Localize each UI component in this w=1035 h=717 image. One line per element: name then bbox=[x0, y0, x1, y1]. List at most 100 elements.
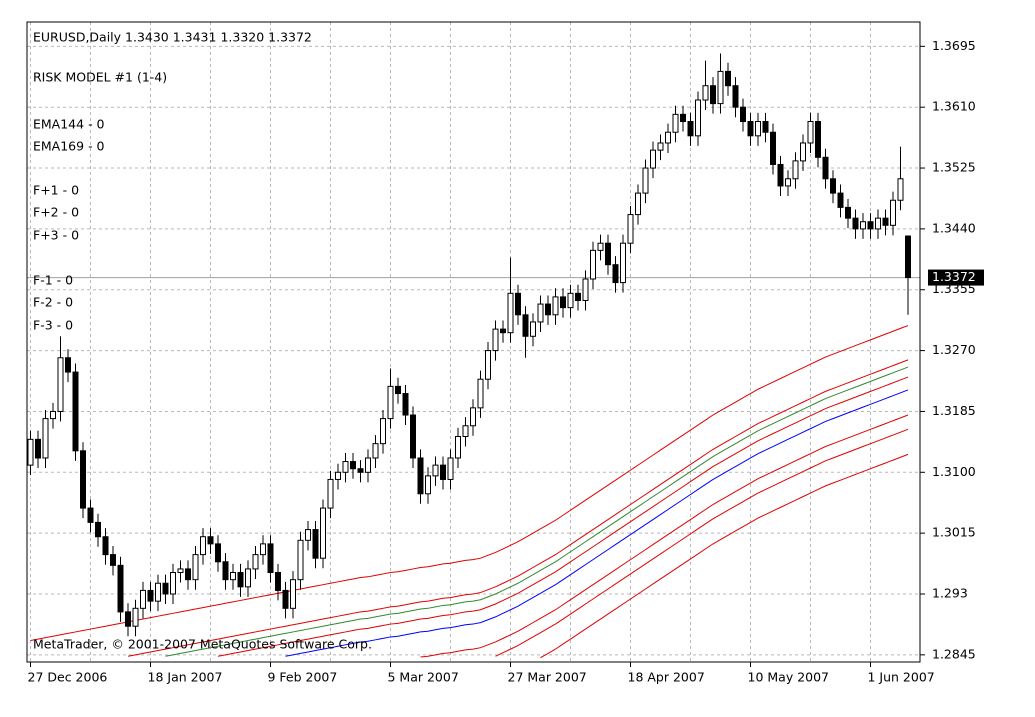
candle-body bbox=[125, 611, 131, 627]
candle-body bbox=[867, 221, 874, 230]
candle-body bbox=[50, 410, 56, 420]
candle-body bbox=[830, 178, 836, 194]
y-tick-label: 1.3440 bbox=[932, 220, 976, 235]
y-tick-label: 1.293 bbox=[932, 585, 968, 600]
candle-body bbox=[695, 99, 701, 137]
candle-body bbox=[477, 378, 484, 409]
indicator-line bbox=[285, 389, 909, 657]
y-tick-label: 1.3100 bbox=[932, 464, 976, 479]
candle-body bbox=[395, 385, 401, 395]
candle-body bbox=[897, 178, 904, 201]
candle-body bbox=[582, 278, 589, 301]
axes: 1.28451.2931.30151.31001.31851.32701.335… bbox=[28, 38, 984, 685]
candle-body bbox=[222, 561, 229, 581]
y-tick-label: 1.2845 bbox=[932, 646, 976, 661]
candle-body bbox=[612, 264, 619, 284]
legend-entry: F+1 - 0 bbox=[33, 183, 79, 198]
candle-body bbox=[905, 235, 911, 279]
candle-body bbox=[642, 167, 649, 194]
legend-entry: F-1 - 0 bbox=[33, 273, 73, 288]
copyright: MetaTrader, © 2001-2007 MetaQuotes Softw… bbox=[33, 637, 372, 652]
candle-body bbox=[417, 457, 424, 495]
candle-body bbox=[530, 321, 536, 337]
price-box bbox=[928, 269, 984, 286]
legend-entry: F-3 - 0 bbox=[33, 318, 73, 333]
x-tick-label: 1 Jun 2007 bbox=[868, 670, 935, 685]
candle-body bbox=[140, 589, 146, 609]
candle-body bbox=[702, 85, 709, 101]
candle-body bbox=[192, 554, 199, 581]
x-tick-label: 9 Feb 2007 bbox=[268, 670, 338, 685]
candle-body bbox=[305, 529, 311, 541]
candle-body bbox=[95, 521, 101, 538]
candle-body bbox=[725, 70, 731, 87]
candle-body bbox=[132, 607, 139, 627]
indicator-line bbox=[30, 325, 909, 642]
candle-body bbox=[57, 357, 64, 412]
candle-body bbox=[792, 160, 799, 180]
candle-body bbox=[245, 568, 251, 588]
candle-body bbox=[680, 113, 686, 123]
x-tick-label: 18 Jan 2007 bbox=[148, 670, 223, 685]
candle-body bbox=[500, 328, 506, 334]
candle-body bbox=[320, 507, 326, 559]
candle-body bbox=[252, 554, 259, 570]
candle-body bbox=[117, 564, 124, 613]
candle-body bbox=[155, 582, 161, 602]
candle-body bbox=[170, 572, 176, 595]
candle-body bbox=[42, 418, 49, 459]
candle-body bbox=[365, 457, 371, 473]
x-tick-label: 27 Mar 2007 bbox=[508, 670, 587, 685]
candle-body bbox=[110, 554, 116, 566]
indicator-line bbox=[127, 359, 909, 657]
legend-entry: F-2 - 0 bbox=[33, 295, 73, 310]
y-tick-label: 1.3695 bbox=[932, 38, 976, 53]
x-tick-label: 10 May 2007 bbox=[748, 670, 830, 685]
candle-body bbox=[35, 438, 41, 459]
candle-body bbox=[215, 543, 221, 563]
chart-title: EURUSD,Daily 1.3430 1.3431 1.3320 1.3372 bbox=[33, 30, 312, 45]
candle-body bbox=[665, 131, 671, 144]
plot-frame bbox=[26, 21, 921, 663]
candle-body bbox=[567, 292, 574, 309]
candle-body bbox=[800, 142, 806, 162]
candle-body bbox=[890, 199, 896, 226]
candle-body bbox=[605, 242, 611, 266]
candles bbox=[27, 53, 911, 637]
candle-body bbox=[335, 471, 341, 480]
candle-body bbox=[575, 292, 581, 301]
candle-body bbox=[710, 85, 716, 105]
candle-body bbox=[777, 163, 784, 187]
candle-body bbox=[785, 178, 791, 187]
candle-body bbox=[650, 149, 656, 169]
candle-body bbox=[80, 450, 86, 509]
candle-body bbox=[627, 214, 634, 244]
candle-body bbox=[657, 142, 664, 151]
candle-body bbox=[260, 543, 266, 556]
candle-body bbox=[860, 221, 866, 230]
candle-body bbox=[747, 121, 754, 137]
candle-body bbox=[762, 121, 769, 133]
candle-body bbox=[342, 461, 349, 473]
candle-body bbox=[402, 393, 409, 416]
candle-body bbox=[740, 106, 746, 123]
candle-body bbox=[350, 461, 356, 470]
candle-body bbox=[372, 443, 379, 459]
candle-body bbox=[822, 156, 829, 180]
candle-body bbox=[425, 475, 431, 495]
candle-body bbox=[597, 242, 604, 251]
indicator-line bbox=[217, 376, 909, 657]
indicator-line bbox=[420, 414, 909, 658]
candle-body bbox=[275, 572, 281, 591]
candle-body bbox=[845, 206, 851, 219]
legend-entry: EMA169 - 0 bbox=[33, 139, 105, 154]
candle-body bbox=[717, 70, 724, 105]
y-tick-label: 1.3525 bbox=[932, 160, 976, 175]
candle-body bbox=[770, 131, 776, 165]
legend-entry: EMA144 - 0 bbox=[33, 117, 105, 132]
y-tick-label: 1.3610 bbox=[932, 99, 976, 114]
candle-body bbox=[440, 464, 446, 480]
y-tick-label: 1.3015 bbox=[932, 525, 976, 540]
candle-body bbox=[282, 589, 289, 609]
